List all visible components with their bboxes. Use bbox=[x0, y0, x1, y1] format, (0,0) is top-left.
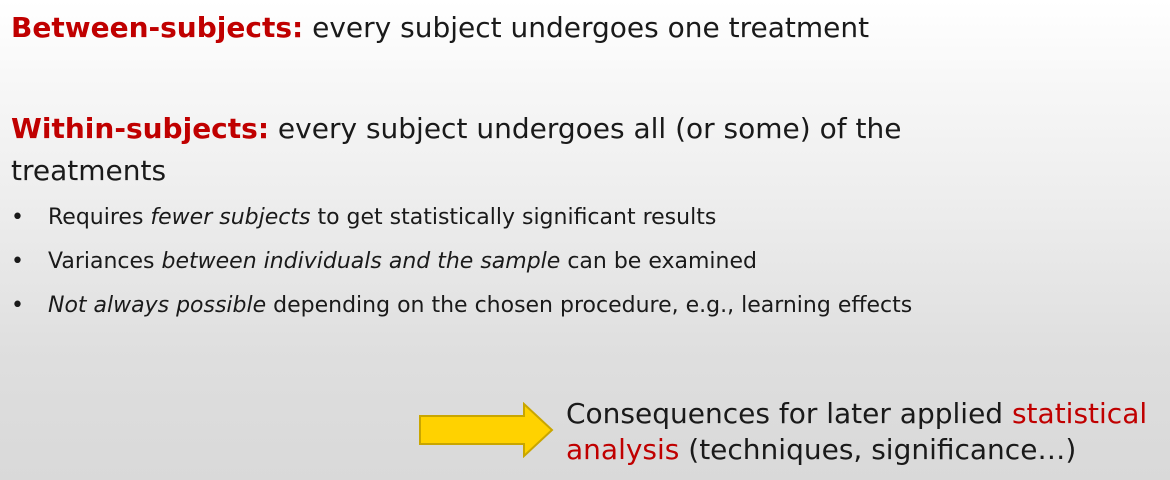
bullet-dot: • bbox=[11, 293, 24, 318]
bullet-text-pre: Variances bbox=[48, 249, 162, 274]
within-subjects-term: Within-subjects: bbox=[11, 112, 270, 145]
bullet-text-italic: fewer subjects bbox=[150, 205, 311, 230]
bullet-text-post: can be examined bbox=[560, 249, 757, 274]
consequence-line1-plain: Consequences for later applied bbox=[566, 397, 1012, 430]
bullet-text-pre: Requires bbox=[48, 205, 151, 230]
between-subjects-term: Between-subjects: bbox=[11, 11, 304, 44]
between-subjects-definition: Between-subjects: every subject undergoe… bbox=[11, 8, 869, 48]
right-arrow-icon bbox=[419, 402, 554, 458]
bullet-text-post: depending on the chosen procedure, e.g.,… bbox=[266, 293, 913, 318]
bullet-text-italic: Not always possible bbox=[48, 293, 267, 318]
within-subjects-bullet-list: • Requires fewer subjects to get statisti… bbox=[11, 196, 912, 328]
consequence-line2-accent: analysis bbox=[566, 433, 680, 466]
bullet-item-not-always-possible: • Not always possible depending on the ch… bbox=[11, 284, 912, 328]
bullet-item-fewer-subjects: • Requires fewer subjects to get statisti… bbox=[11, 196, 912, 240]
within-subjects-definition: Within-subjects: every subject undergoes… bbox=[11, 109, 901, 149]
bullet-text-italic: between individuals and the sample bbox=[161, 249, 561, 274]
consequence-line1-accent: statistical bbox=[1011, 397, 1148, 430]
bullet-dot: • bbox=[11, 249, 24, 274]
bullet-item-variances: • Variances between individuals and the s… bbox=[11, 240, 912, 284]
within-subjects-text: every subject undergoes all (or some) of… bbox=[269, 112, 902, 145]
consequence-note: Consequences for later applied statistic… bbox=[566, 396, 1166, 468]
bullet-text-post: to get statistically significant results bbox=[310, 205, 717, 230]
between-subjects-text: every subject undergoes one treatment bbox=[303, 11, 870, 44]
consequence-line2-plain: (techniques, significance…) bbox=[679, 433, 1077, 466]
within-subjects-continuation: treatments bbox=[11, 154, 167, 187]
bullet-dot: • bbox=[11, 205, 24, 230]
